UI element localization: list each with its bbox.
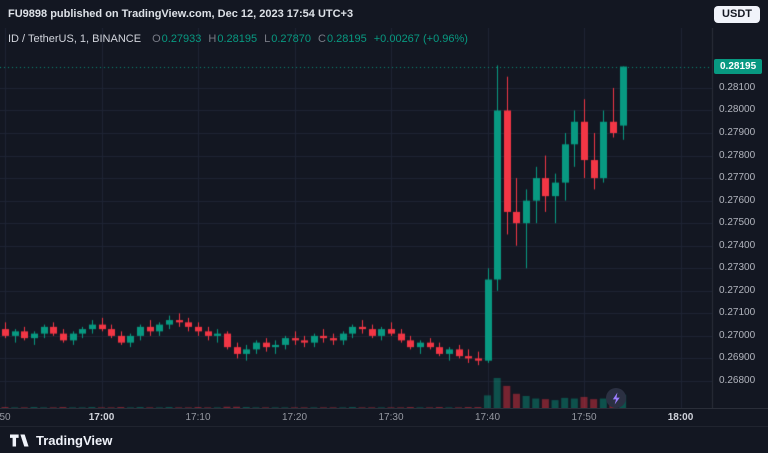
tradingview-brand-text[interactable]: TradingView [36,432,113,448]
legend-close-label: C [318,33,326,45]
legend-open-label: O [152,33,161,45]
quote-currency-button[interactable]: USDT [714,5,760,23]
legend-symbol[interactable]: ID / TetherUS, 1, BINANCE [8,33,142,45]
time-tick-label: 17:00 [88,412,115,423]
time-tick-label: 50 [0,412,11,423]
attribution-text: FU9898 published on TradingView.com, Dec… [8,8,354,20]
time-tick-label: 17:30 [378,412,404,423]
price-tick-label: 0.27100 [719,307,756,319]
price-axis[interactable]: 0.28195 0.28100 0.28000 0.27900 0.27800 0.27… [712,28,768,408]
time-tick-label: 18:00 [667,412,694,423]
price-tick-label: 0.27300 [719,262,756,274]
price-tick-label: 0.28000 [719,104,756,116]
time-tick-label: 17:50 [571,412,597,423]
legend-open-value: 0.27933 [161,33,202,45]
lightning-bolt-glyph [612,392,620,404]
time-tick-label: 17:20 [281,412,308,423]
price-tick-label: 0.27000 [719,329,756,341]
time-axis[interactable]: 50 17:00 17:10 17:20 17:30 17:40 17:50 18:00 [0,408,768,426]
tradingview-logo-icon[interactable] [10,433,29,448]
time-tick-label: 17:40 [474,412,501,423]
price-tick-label: 0.28100 [719,81,756,93]
last-price-badge: 0.28195 [714,58,763,74]
price-tick-label: 0.27700 [719,172,756,184]
price-tick-label: 0.27500 [719,217,756,229]
chart-legend[interactable]: ID / TetherUS, 1, BINANCE O0.27933 H0.2819… [8,33,468,45]
price-tick-label: 0.27900 [719,127,756,139]
candlestick-chart[interactable] [0,28,768,408]
footer: TradingView [0,426,768,453]
price-tick-label: 0.26800 [719,374,756,386]
legend-high-label: H [208,33,217,45]
topbar: FU9898 published on TradingView.com, Dec… [0,0,768,28]
legend-change-value: +0.00267 (+0.96%) [373,33,468,45]
lightning-icon[interactable] [606,388,626,408]
legend-close-value: 0.28195 [326,33,367,45]
time-tick-label: 17:10 [185,412,211,423]
price-tick-label: 0.27600 [719,194,756,206]
legend-low-value: 0.27870 [271,33,312,45]
price-tick-label: 0.27400 [719,239,756,251]
chart-area: ID / TetherUS, 1, BINANCE O0.27933 H0.2819… [0,28,768,408]
price-tick-label: 0.27200 [719,284,756,296]
price-tick-label: 0.26900 [719,352,756,364]
legend-high-value: 0.28195 [217,33,258,45]
legend-low-label: L [264,33,271,45]
price-tick-label: 0.27800 [719,149,756,161]
